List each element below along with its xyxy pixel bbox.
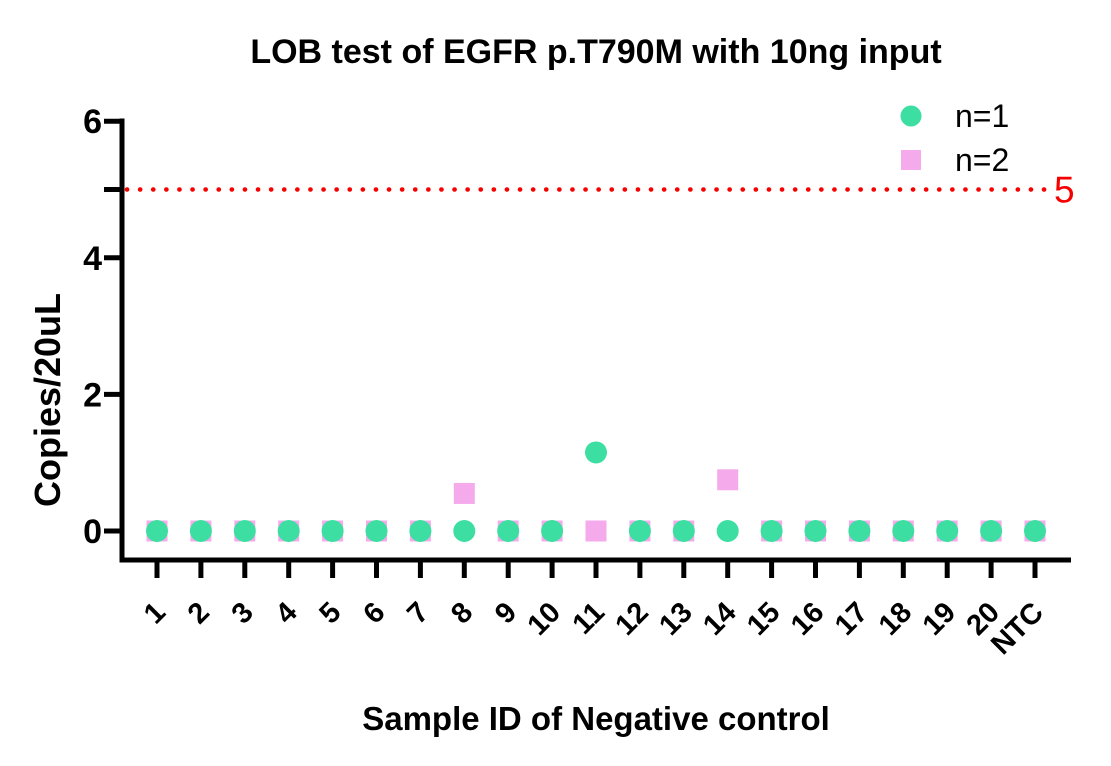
axes	[119, 118, 1071, 563]
marker-n=2-sample-11	[585, 520, 607, 542]
x-tick-label-14: 14	[697, 596, 742, 641]
marker-n=1-sample-13	[672, 520, 695, 542]
marker-n=1-sample-9	[497, 520, 520, 542]
marker-n=1-sample-2	[189, 520, 212, 542]
y-axis-title: Copies/20uL	[27, 292, 68, 508]
legend-swatch-n=1	[900, 105, 922, 127]
marker-n=1-sample-14	[716, 520, 739, 542]
marker-n=1-sample-12	[628, 520, 651, 542]
y-tick-label-0: 0	[83, 513, 102, 551]
legend-swatch-n=2	[901, 150, 921, 170]
x-tick-label-2: 2	[182, 596, 216, 630]
marker-n=2-sample-14	[717, 469, 739, 491]
x-tick-label-4: 4	[270, 596, 304, 630]
x-tick-label-15: 15	[741, 596, 786, 641]
threshold-label: 5	[1054, 170, 1075, 211]
x-tick-label-18: 18	[873, 596, 918, 641]
y-tick-label-4: 4	[83, 240, 102, 278]
marker-n=1-sample-3	[233, 520, 256, 542]
x-tick-label-NTC: NTC	[985, 596, 1050, 661]
marker-n=1-sample-15	[760, 520, 783, 542]
marker-n=2-sample-8	[453, 482, 475, 504]
x-tick-label-7: 7	[401, 596, 435, 630]
legend-label-n=1: n=1	[955, 98, 1009, 134]
x-tick-label-6: 6	[357, 596, 391, 630]
marker-n=1-sample-7	[409, 520, 432, 542]
y-tick-label-6: 6	[83, 103, 102, 141]
x-tick-label-16: 16	[785, 596, 830, 641]
legend-label-n=2: n=2	[955, 142, 1009, 178]
x-tick-label-3: 3	[226, 596, 260, 630]
marker-n=1-sample-17	[848, 520, 871, 542]
x-tick-label-1: 1	[138, 596, 172, 630]
x-tick-label-5: 5	[314, 596, 348, 630]
x-tick-label-13: 13	[653, 596, 698, 641]
marker-n=1-sample-5	[321, 520, 344, 542]
y-tick-label-2: 2	[83, 376, 102, 414]
x-tick-label-11: 11	[567, 596, 611, 640]
marker-n=1-sample-1	[146, 520, 168, 542]
chart-title: LOB test of EGFR p.T790M with 10ng input	[250, 33, 942, 71]
marker-n=1-sample-6	[365, 520, 388, 542]
x-tick-label-9: 9	[489, 596, 523, 630]
marker-n=1-sample-16	[804, 520, 827, 542]
marker-n=1-sample-NTC	[1024, 520, 1046, 542]
x-tick-label-19: 19	[917, 596, 962, 641]
marker-n=1-sample-19	[936, 520, 959, 542]
marker-n=1-sample-4	[277, 520, 300, 542]
marker-n=1-sample-11	[585, 441, 607, 464]
x-axis-title: Sample ID of Negative control	[362, 700, 830, 737]
x-tick-label-10: 10	[522, 596, 567, 641]
x-tick-label-12: 12	[609, 596, 654, 641]
x-tick-label-8: 8	[445, 596, 479, 630]
x-tick-label-17: 17	[829, 596, 874, 641]
marker-n=1-sample-8	[453, 520, 476, 542]
marker-n=1-sample-10	[541, 520, 564, 542]
marker-n=1-sample-20	[980, 520, 1003, 542]
marker-n=1-sample-18	[892, 520, 915, 542]
